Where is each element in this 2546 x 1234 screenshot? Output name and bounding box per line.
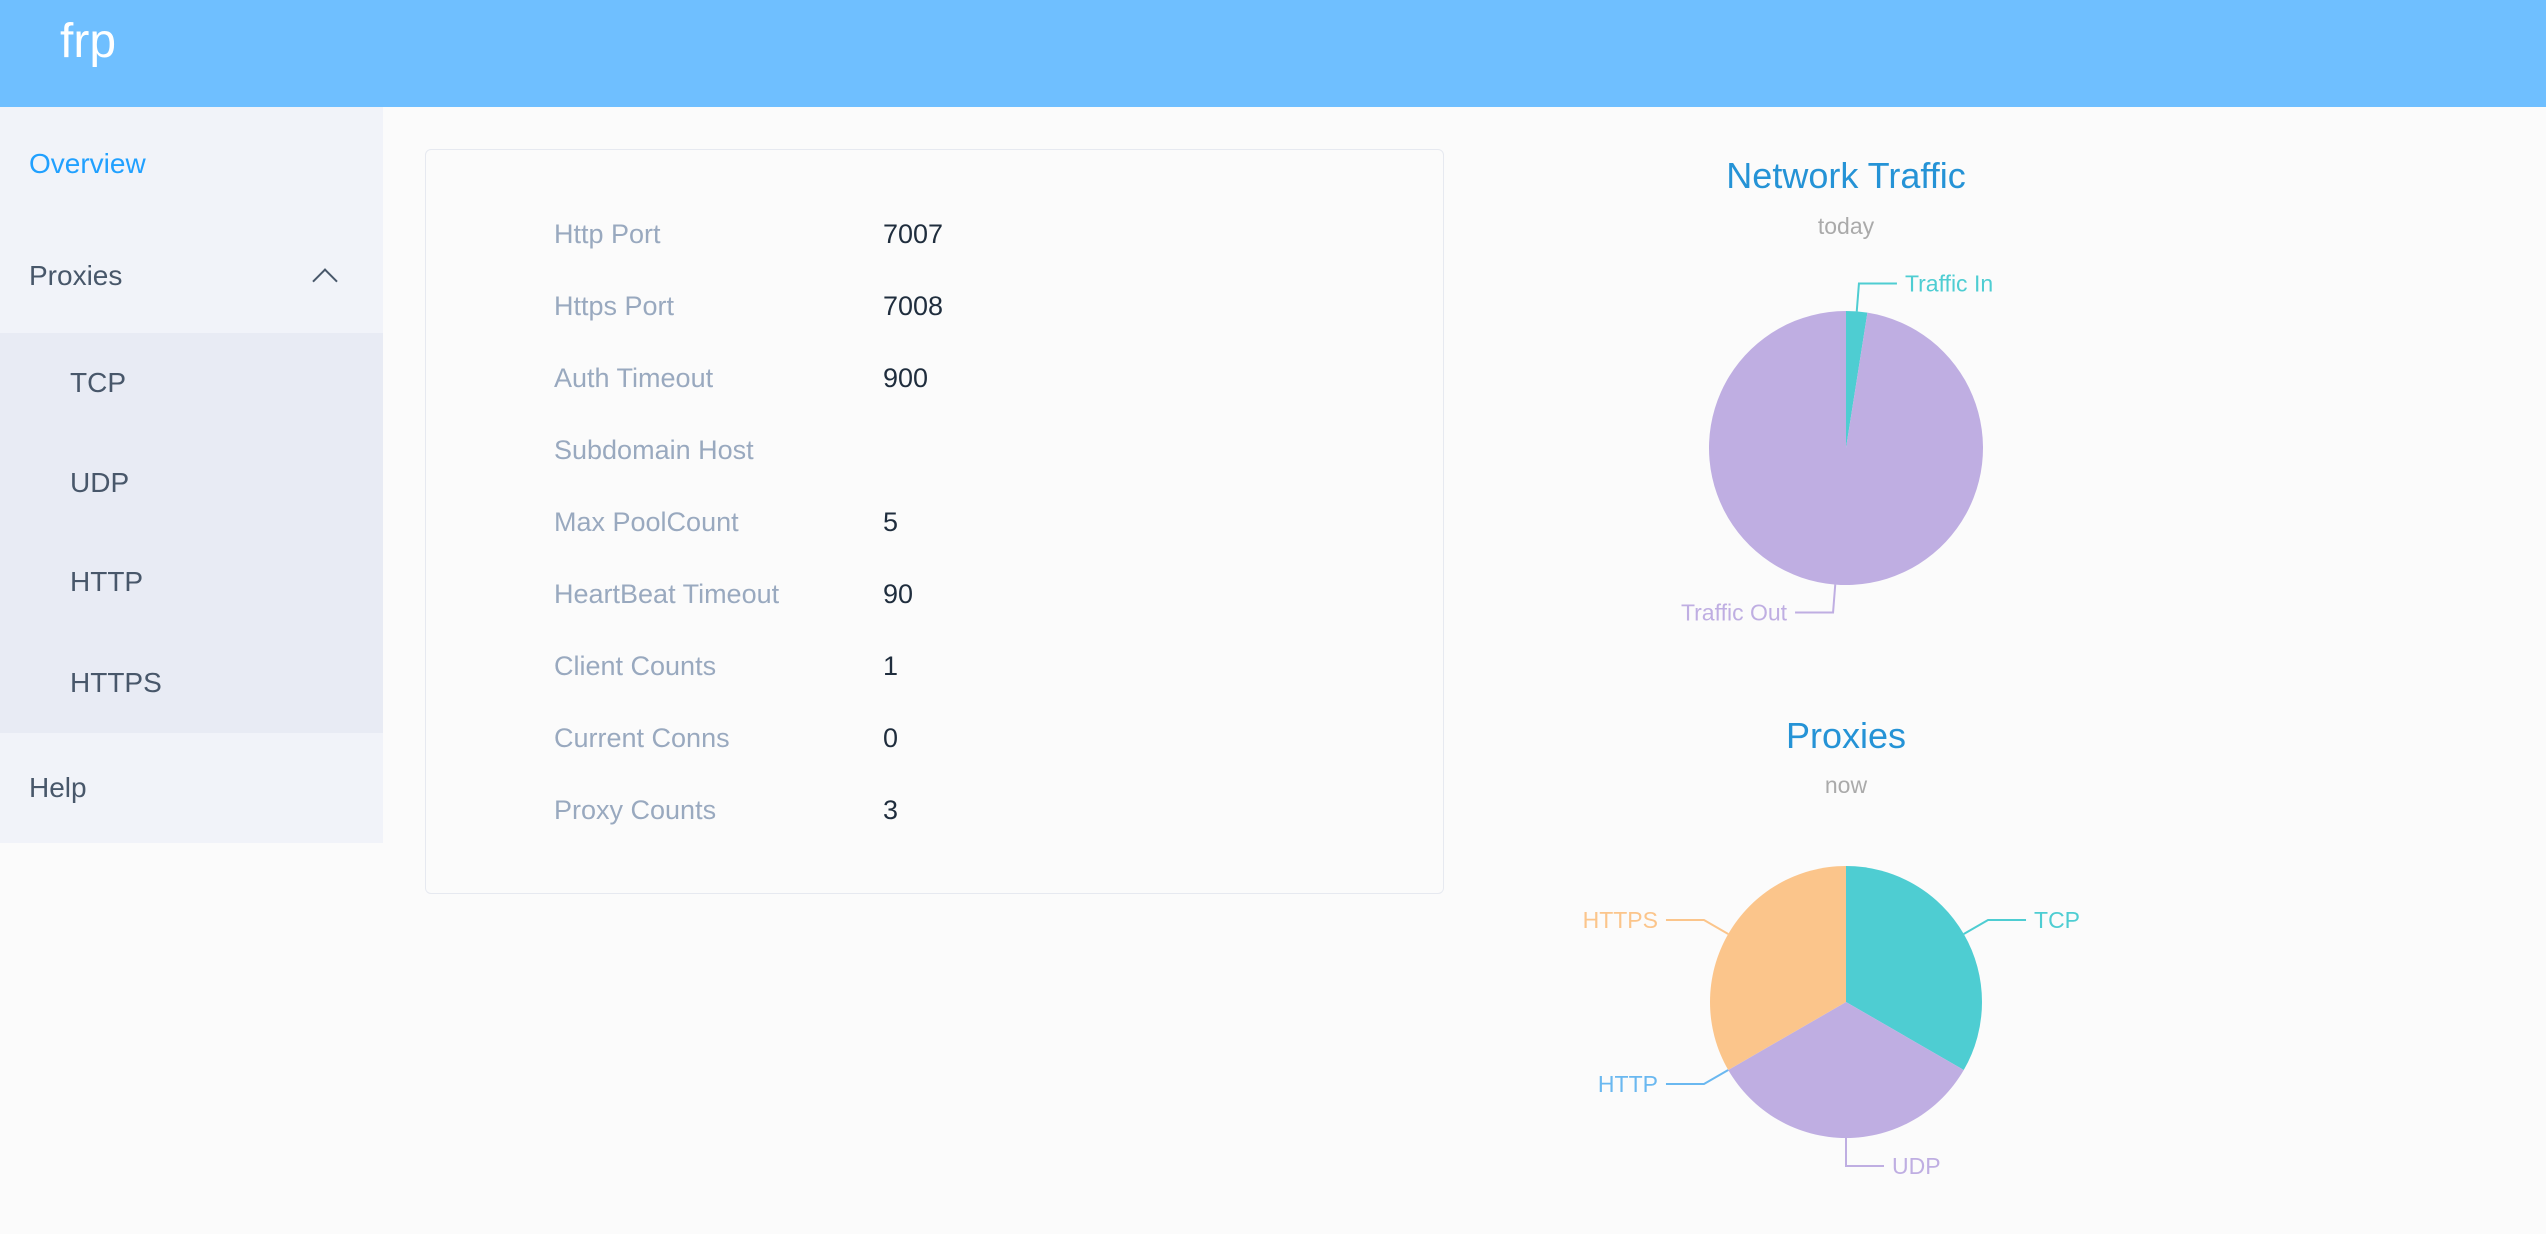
info-value: 3 xyxy=(883,795,899,825)
sidebar-item-label: HTTP xyxy=(70,566,144,597)
pie-label: TCP xyxy=(2034,907,2080,933)
info-label: Http Port xyxy=(554,219,661,249)
info-value: 7008 xyxy=(883,291,944,321)
sidebar-item-label: Help xyxy=(29,772,87,803)
proxies-pie: TCP UDP HTTP HTTPS xyxy=(1583,866,2080,1179)
label-line xyxy=(1665,919,1729,935)
traffic-chart-subtitle: today xyxy=(1818,213,1875,239)
sidebar-item-proxies[interactable]: Proxies xyxy=(0,226,383,326)
info-row: Auth Timeout 900 xyxy=(426,358,1426,398)
info-label: HeartBeat Timeout xyxy=(554,579,780,609)
label-line xyxy=(1963,919,2027,935)
info-value: 7007 xyxy=(883,219,944,249)
proxies-chart-subtitle: now xyxy=(1825,772,1868,798)
info-value: 0 xyxy=(883,723,899,753)
top-header: frp xyxy=(0,0,2546,107)
info-label: Max PoolCount xyxy=(554,507,739,537)
info-value: 900 xyxy=(883,363,929,393)
traffic-chart-title: Network Traffic xyxy=(1726,155,1965,196)
traffic-pie: Traffic In Traffic Out xyxy=(1681,271,1993,626)
sidebar-item-http[interactable]: HTTP xyxy=(0,532,383,632)
info-row: HeartBeat Timeout 90 xyxy=(426,574,1426,614)
sidebar-item-overview[interactable]: Overview xyxy=(0,114,383,214)
label-line xyxy=(1795,584,1837,614)
pie-label: UDP xyxy=(1892,1153,1941,1179)
pie-label: Traffic In xyxy=(1905,271,1993,297)
info-value: 1 xyxy=(883,651,899,681)
info-label: Client Counts xyxy=(554,651,717,681)
sidebar-item-label: Proxies xyxy=(29,260,123,291)
info-row: Max PoolCount 5 xyxy=(426,502,1426,542)
pie-slice-traffic-in[interactable] xyxy=(1846,311,1868,448)
info-row: Http Port 7007 xyxy=(426,214,1426,254)
info-row: Https Port 7008 xyxy=(426,286,1426,326)
info-row: Proxy Counts 3 xyxy=(426,790,1426,830)
pie-label: HTTPS xyxy=(1583,907,1658,933)
info-row: Current Conns 0 xyxy=(426,718,1426,758)
label-line xyxy=(1845,1138,1884,1167)
proxies-chart-title: Proxies xyxy=(1786,715,1906,756)
info-row: Client Counts 1 xyxy=(426,646,1426,686)
label-line xyxy=(1665,1069,1729,1085)
sidebar-item-label: HTTPS xyxy=(70,667,162,698)
pie-slice-tcp[interactable] xyxy=(1846,866,1982,1070)
pie-label: HTTP xyxy=(1598,1071,1658,1097)
info-value: 5 xyxy=(883,507,899,537)
sidebar-item-https[interactable]: HTTPS xyxy=(0,633,383,733)
pie-label: Traffic Out xyxy=(1681,599,1788,625)
pie-slice-traffic-out[interactable] xyxy=(1708,311,1983,585)
pie-slice-https[interactable] xyxy=(1709,866,1846,1070)
info-label: Subdomain Host xyxy=(554,435,754,465)
server-info-card: Http Port 7007 Https Port 7008 Auth Timeou… xyxy=(425,149,1444,894)
info-row: Subdomain Host xyxy=(426,430,1426,470)
info-label: Https Port xyxy=(554,291,675,321)
app-logo[interactable]: frp xyxy=(60,15,117,68)
info-label: Current Conns xyxy=(554,723,730,753)
sidebar-item-label: Overview xyxy=(29,148,146,179)
info-label: Auth Timeout xyxy=(554,363,714,393)
sidebar: Overview Proxies TCP UDP HTTP HTTPS Help xyxy=(0,107,383,843)
sidebar-item-tcp[interactable]: TCP xyxy=(0,333,383,433)
sidebar-item-help[interactable]: Help xyxy=(0,738,383,838)
proxies-submenu: TCP UDP HTTP HTTPS xyxy=(0,333,383,733)
pie-slice-udp[interactable] xyxy=(1728,1002,1964,1138)
sidebar-item-label: TCP xyxy=(70,367,126,398)
info-value: 90 xyxy=(883,579,914,609)
sidebar-item-udp[interactable]: UDP xyxy=(0,433,383,533)
info-label: Proxy Counts xyxy=(554,795,717,825)
label-line xyxy=(1855,282,1897,312)
sidebar-item-label: UDP xyxy=(70,467,130,498)
